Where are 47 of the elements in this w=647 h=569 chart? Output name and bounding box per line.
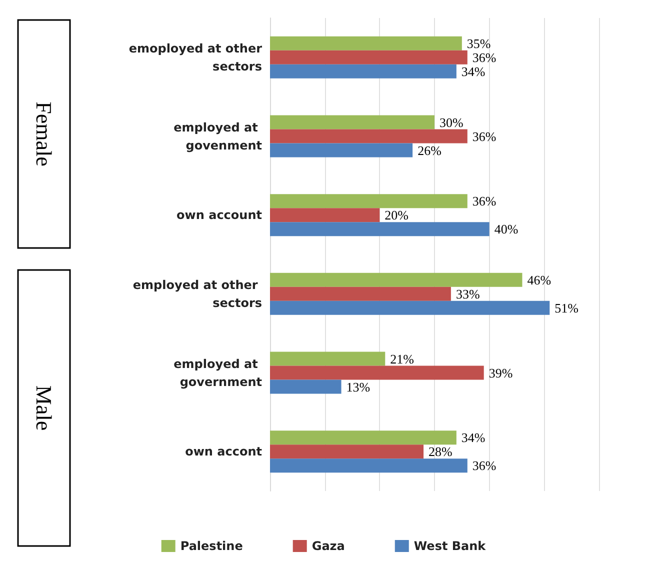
bar xyxy=(270,115,434,130)
bar xyxy=(270,300,550,315)
data-label: 34% xyxy=(461,430,486,446)
data-label: 39% xyxy=(488,365,513,380)
bar xyxy=(270,286,451,301)
data-label: 28% xyxy=(428,444,453,460)
data-label: 21% xyxy=(390,351,414,366)
bar xyxy=(270,194,468,208)
data-label: 33% xyxy=(456,286,480,302)
bar xyxy=(270,143,413,158)
data-label: 36% xyxy=(472,458,496,474)
y-tick-label: emoployed at other sectors xyxy=(128,41,262,74)
data-label: 40% xyxy=(494,222,518,237)
bar xyxy=(270,64,456,78)
y-tick-label: own account xyxy=(176,208,262,222)
legend-label: West Bank xyxy=(414,539,487,553)
bar xyxy=(270,352,386,366)
bar xyxy=(270,272,522,287)
text: Female xyxy=(32,102,56,166)
legend-label: Palestine xyxy=(180,539,243,553)
text: Male xyxy=(32,385,56,431)
data-label: 34% xyxy=(461,64,486,79)
bar xyxy=(270,36,462,50)
bar xyxy=(270,129,468,144)
data-label: 36% xyxy=(472,194,496,209)
data-label: 35% xyxy=(466,36,491,51)
bar xyxy=(270,458,468,473)
bar xyxy=(270,430,456,445)
bar xyxy=(270,380,342,394)
y-tick-label: employed at other sectors xyxy=(132,278,262,310)
data-label: 30% xyxy=(440,114,464,130)
data-label: 36% xyxy=(472,50,496,65)
y-tick-label: employed at govenment xyxy=(174,120,262,152)
data-label: 51% xyxy=(554,300,579,316)
bar xyxy=(270,366,484,380)
data-label: 26% xyxy=(418,142,442,158)
legend-label: Gaza xyxy=(312,539,345,553)
bar xyxy=(270,50,468,64)
y-tick-label: employed at government xyxy=(174,356,262,389)
data-label: 20% xyxy=(384,208,409,223)
y-tick-label: own accont xyxy=(185,444,262,459)
bar xyxy=(270,444,424,459)
data-label: 13% xyxy=(346,379,370,394)
data-label: 36% xyxy=(472,128,496,144)
bar xyxy=(270,208,380,222)
data-label: 46% xyxy=(527,272,552,288)
bar xyxy=(270,222,490,236)
